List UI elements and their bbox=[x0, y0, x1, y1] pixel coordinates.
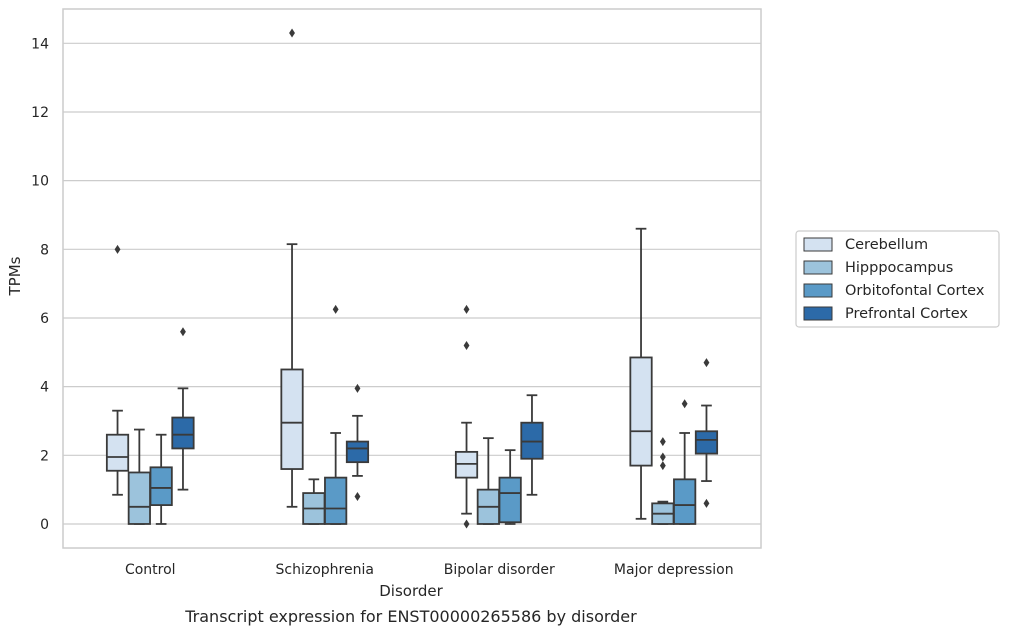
outlier-point bbox=[703, 498, 710, 508]
box-prefrontal-cortex bbox=[694, 404, 719, 482]
box-body bbox=[105, 433, 130, 472]
legend-swatch bbox=[803, 283, 833, 298]
outlier-point bbox=[463, 519, 470, 529]
legend: Cerebellum Hipppocampus Orbitofontal Corte… bbox=[795, 230, 1000, 328]
y-tick-label: 8 bbox=[40, 242, 49, 258]
outlier-point bbox=[659, 452, 666, 462]
y-tick-label: 14 bbox=[31, 36, 49, 52]
legend-swatch bbox=[803, 260, 833, 275]
outlier-point bbox=[354, 383, 361, 393]
outlier-point bbox=[703, 358, 710, 368]
outlier-point bbox=[659, 461, 666, 471]
legend-frame bbox=[795, 230, 1000, 328]
legend-swatch bbox=[803, 237, 833, 252]
box-cerebellum bbox=[454, 421, 479, 515]
box-cerebellum bbox=[629, 227, 653, 520]
outlier-point bbox=[332, 304, 339, 314]
outlier-point bbox=[659, 437, 666, 447]
box-hipppocampus bbox=[476, 437, 500, 525]
box-orbitofontal-cortex bbox=[149, 433, 173, 525]
y-tick-label: 4 bbox=[40, 380, 49, 396]
box-body bbox=[149, 466, 173, 506]
legend-entry: Orbitofontal Cortex bbox=[845, 283, 985, 299]
box-body bbox=[498, 476, 522, 524]
y-tick-label: 0 bbox=[40, 517, 49, 533]
y-tick-label: 10 bbox=[31, 174, 49, 190]
box-plots bbox=[105, 227, 719, 525]
outlier-point bbox=[463, 304, 470, 314]
outlier-point bbox=[180, 327, 186, 337]
box-body bbox=[629, 356, 653, 467]
x-axis-label: Disorder bbox=[379, 582, 443, 600]
outlier-point bbox=[289, 28, 295, 38]
outlier-point bbox=[354, 492, 361, 502]
box-orbitofontal-cortex bbox=[324, 432, 348, 525]
y-axis-label: TPMs bbox=[6, 256, 24, 296]
outlier-point bbox=[681, 399, 688, 409]
box-cerebellum bbox=[105, 409, 130, 496]
box-prefrontal-cortex bbox=[520, 394, 544, 496]
legend-entry: Cerebellum bbox=[845, 237, 928, 253]
x-tick-label: Bipolar disorder bbox=[444, 562, 555, 578]
box-prefrontal-cortex bbox=[345, 414, 370, 477]
box-body bbox=[673, 478, 697, 525]
outlier-point bbox=[463, 340, 470, 350]
box-orbitofontal-cortex bbox=[498, 449, 522, 525]
outlier-point bbox=[114, 244, 121, 254]
box-body bbox=[345, 440, 370, 464]
y-tick-label: 2 bbox=[40, 448, 49, 464]
box-body bbox=[127, 471, 151, 525]
chart-caption: Transcript expression for ENST0000026558… bbox=[184, 607, 637, 626]
box-orbitofontal-cortex bbox=[673, 432, 697, 525]
legend-entry: Prefrontal Cortex bbox=[845, 306, 968, 322]
y-tick-labels: 0 2 4 6 8 10 12 14 bbox=[31, 36, 49, 533]
box-prefrontal-cortex bbox=[171, 387, 195, 491]
box-body bbox=[694, 430, 719, 455]
x-tick-labels: Control Schizophrenia Bipolar disorder Majo… bbox=[125, 562, 734, 578]
outlier-points bbox=[114, 28, 710, 529]
x-tick-label: Control bbox=[125, 562, 176, 578]
box-body bbox=[324, 476, 348, 525]
legend-entry: Hipppocampus bbox=[845, 260, 953, 276]
box-body bbox=[280, 368, 304, 470]
x-tick-label: Major depression bbox=[614, 562, 734, 578]
box-cerebellum bbox=[280, 243, 304, 508]
y-tick-label: 12 bbox=[31, 105, 49, 121]
x-tick-label: Schizophrenia bbox=[276, 562, 374, 578]
y-tick-label: 6 bbox=[40, 311, 49, 327]
box-hipppocampus bbox=[651, 500, 675, 525]
box-body bbox=[171, 416, 195, 450]
legend-swatch bbox=[803, 306, 833, 321]
